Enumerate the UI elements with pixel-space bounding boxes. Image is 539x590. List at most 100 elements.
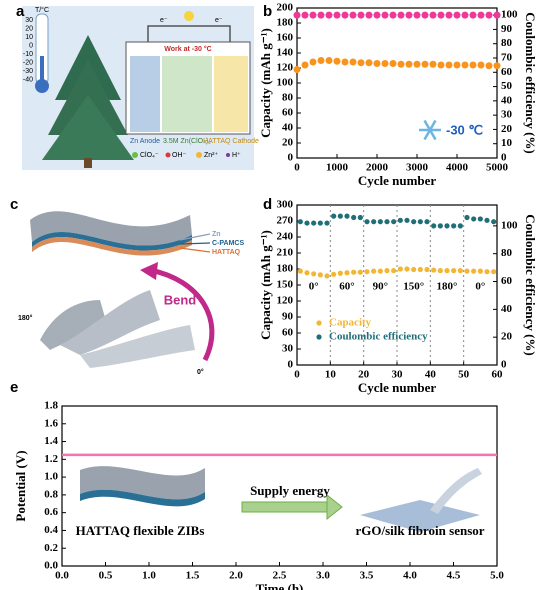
y2-tick-label: 80 bbox=[501, 247, 513, 259]
y-tick-label: 0.0 bbox=[44, 560, 58, 572]
data-point bbox=[429, 60, 437, 68]
y2-tick-label: 90 bbox=[501, 23, 513, 35]
data-point bbox=[381, 60, 389, 67]
electrolyte bbox=[162, 56, 212, 132]
data-point bbox=[461, 61, 469, 69]
data-point bbox=[491, 269, 497, 275]
thermometer-tick: -30 bbox=[23, 68, 33, 75]
thermometer-unit: T/°C bbox=[35, 6, 49, 14]
data-point bbox=[311, 271, 317, 277]
cathode bbox=[214, 56, 248, 132]
y-tick-label: 60 bbox=[282, 107, 294, 119]
data-point bbox=[477, 11, 485, 19]
energy-arrowhead bbox=[326, 493, 343, 521]
y2-tick-label: 0 bbox=[501, 359, 507, 371]
segment-label: 0° bbox=[309, 281, 319, 293]
data-point bbox=[364, 269, 370, 275]
x-tick-label: 4.0 bbox=[403, 570, 417, 582]
layer-label: HATTAQ bbox=[212, 249, 241, 256]
y-tick-label: 0.6 bbox=[44, 506, 58, 518]
y-tick-label: 180 bbox=[277, 263, 294, 275]
x-tick-label: 0.0 bbox=[55, 570, 69, 582]
layer-label: C-PAMCS bbox=[212, 240, 244, 247]
data-point bbox=[421, 60, 429, 68]
data-point bbox=[457, 223, 463, 229]
data-point bbox=[451, 268, 457, 274]
legend-icon bbox=[132, 152, 138, 158]
y2-tick-label: 100 bbox=[501, 219, 518, 231]
x-axis-label: Cycle number bbox=[358, 380, 437, 395]
x-tick-label: 30 bbox=[392, 369, 404, 381]
y-tick-label: 140 bbox=[277, 47, 294, 59]
y-axis-label: Capacity (mAh g⁻¹) bbox=[258, 230, 273, 340]
electrolyte-label: 3.5M Zn(ClO₄)₂ bbox=[163, 138, 211, 145]
y-tick-label: 150 bbox=[277, 279, 294, 291]
data-point bbox=[317, 57, 325, 64]
x-tick-label: 2000 bbox=[366, 162, 389, 174]
data-point bbox=[371, 219, 377, 225]
data-point bbox=[364, 219, 370, 225]
data-point bbox=[324, 273, 330, 279]
y-tick-label: 1.6 bbox=[44, 417, 58, 429]
data-point bbox=[397, 266, 403, 272]
y2-tick-label: 100 bbox=[501, 9, 518, 21]
light-bulb bbox=[184, 11, 194, 21]
legend-label: Zn²⁺ bbox=[204, 152, 219, 159]
data-point bbox=[397, 60, 405, 68]
y-tick-label: 0.4 bbox=[44, 524, 58, 536]
data-point bbox=[471, 216, 477, 222]
x-tick-label: 4000 bbox=[446, 162, 469, 174]
x-axis-label: Time (h) bbox=[256, 581, 304, 590]
data-point bbox=[377, 219, 383, 225]
panel-label: c bbox=[10, 196, 18, 213]
legend-label: H⁺ bbox=[232, 152, 241, 159]
y-tick-label: 0 bbox=[288, 359, 294, 371]
y2-tick-label: 60 bbox=[501, 275, 513, 287]
data-point bbox=[337, 270, 343, 276]
x-tick-label: 2.0 bbox=[229, 570, 243, 582]
data-point bbox=[485, 11, 493, 19]
data-point bbox=[349, 58, 357, 66]
y-tick-label: 240 bbox=[277, 231, 294, 243]
y-tick-label: 0 bbox=[288, 152, 294, 164]
y-tick-label: 300 bbox=[277, 199, 294, 211]
y-tick-label: 0.2 bbox=[44, 542, 58, 554]
data-point bbox=[351, 214, 357, 221]
data-point bbox=[451, 223, 457, 229]
data-point bbox=[445, 61, 453, 69]
data-point bbox=[365, 11, 373, 19]
data-point bbox=[444, 223, 450, 229]
y-tick-label: 270 bbox=[277, 215, 294, 227]
data-point bbox=[309, 11, 317, 19]
thermometer-tick: 30 bbox=[25, 17, 33, 24]
data-point bbox=[304, 270, 310, 276]
data-point bbox=[309, 58, 317, 66]
x-tick-label: 20 bbox=[358, 369, 370, 381]
panel-label: e bbox=[10, 379, 18, 396]
data-point bbox=[485, 62, 493, 70]
y2-tick-label: 10 bbox=[501, 137, 513, 149]
anode-label: Zn Anode bbox=[130, 138, 160, 145]
y-tick-label: 1.8 bbox=[44, 400, 58, 412]
x-tick-label: 1000 bbox=[326, 162, 349, 174]
data-point bbox=[331, 271, 337, 277]
data-point bbox=[469, 61, 477, 69]
data-point bbox=[477, 268, 483, 274]
y-tick-label: 100 bbox=[277, 77, 294, 89]
bend-arrow bbox=[149, 267, 215, 362]
thermometer-tick: -40 bbox=[23, 76, 33, 83]
data-point bbox=[301, 11, 309, 19]
data-point bbox=[493, 62, 501, 70]
thermometer-tick: -20 bbox=[23, 59, 33, 66]
data-point bbox=[445, 11, 453, 19]
data-point bbox=[357, 269, 363, 275]
layer bbox=[32, 237, 192, 256]
x-tick-label: 5000 bbox=[486, 162, 509, 174]
y-tick-label: 1.0 bbox=[44, 471, 58, 483]
data-point bbox=[325, 57, 333, 64]
data-point bbox=[337, 213, 343, 219]
data-point bbox=[384, 219, 390, 225]
y2-tick-label: 40 bbox=[501, 303, 513, 315]
data-point bbox=[471, 268, 477, 274]
data-point bbox=[464, 268, 470, 274]
